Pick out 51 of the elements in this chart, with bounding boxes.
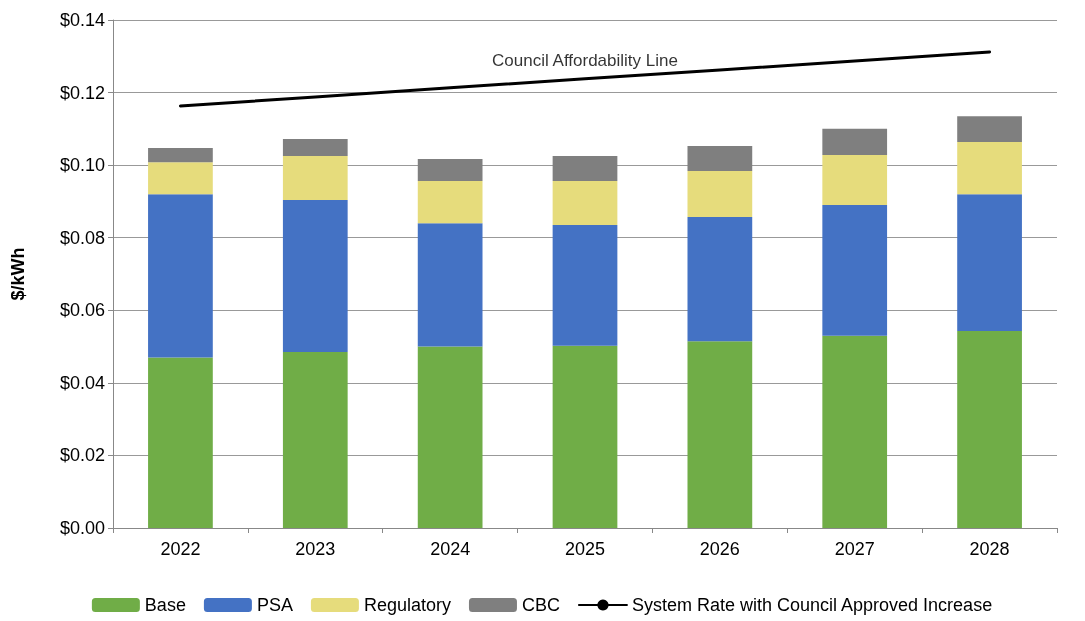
y-tick-label: $0.06 [59, 300, 105, 321]
y-tick-label: $0.04 [59, 372, 105, 393]
bar [552, 225, 618, 346]
y-tick-label: $0.02 [59, 445, 105, 466]
x-tick-label: 2022 [160, 539, 201, 559]
y-axis-title: $/kWh [8, 247, 28, 301]
x-tick-label: 2027 [834, 539, 875, 559]
legend-label: Base [144, 595, 186, 615]
bar [282, 156, 348, 200]
x-tick-label: 2025 [564, 539, 606, 559]
bar [148, 162, 213, 195]
x-tick-label: 2026 [699, 539, 740, 559]
bar [552, 345, 618, 528]
y-tick-label: $0.12 [59, 82, 105, 103]
bar [282, 199, 348, 353]
legend-label: CBC [521, 595, 560, 615]
bar [417, 181, 483, 224]
legend-label: Regulatory [363, 595, 451, 615]
x-tick-label: 2024 [430, 539, 471, 559]
bar [957, 116, 1022, 142]
legend-label: System Rate with Council Approved Increase [631, 595, 993, 615]
bar [282, 139, 348, 157]
bar [417, 223, 483, 347]
bar [957, 194, 1022, 331]
bar [148, 194, 213, 358]
bar [822, 205, 888, 336]
y-tick-label: $0.10 [59, 155, 105, 176]
bar [148, 148, 213, 163]
bar [957, 141, 1022, 195]
y-tick-label: $0.08 [59, 227, 105, 248]
bar [822, 335, 888, 528]
y-tick-label: $0.00 [59, 518, 105, 538]
legend-label: PSA [256, 595, 293, 615]
bar [687, 217, 753, 342]
bar [282, 352, 348, 528]
bar [552, 181, 618, 226]
line-series [178, 50, 992, 108]
x-tick-label: 2023 [295, 539, 336, 559]
bar [687, 341, 753, 528]
bar [417, 346, 483, 528]
bar [552, 156, 618, 182]
annotation: Council Affordability Line [492, 50, 678, 70]
bar [822, 154, 888, 206]
y-tick-label: $0.14 [59, 10, 105, 30]
bar [148, 357, 213, 528]
bar [957, 330, 1022, 528]
x-tick-label: 2028 [969, 539, 1010, 559]
bar [687, 145, 753, 171]
bar [417, 158, 483, 182]
bar [822, 128, 888, 155]
bar [687, 170, 753, 218]
